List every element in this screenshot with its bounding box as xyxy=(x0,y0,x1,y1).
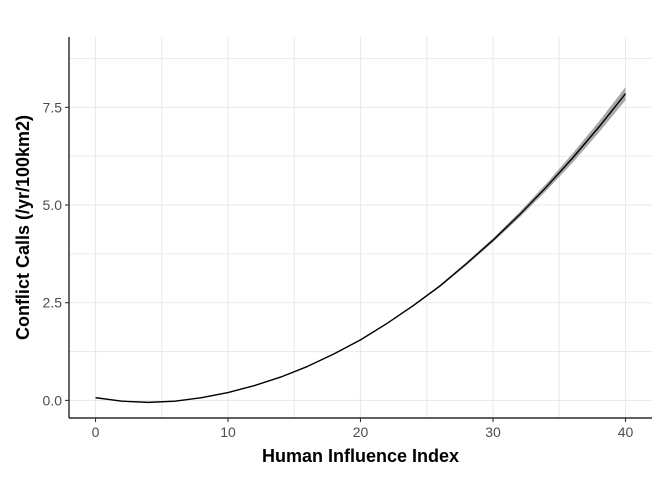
y-tick-label: 5.0 xyxy=(43,197,63,213)
y-tick-label: 2.5 xyxy=(43,295,63,311)
y-tick-label: 0.0 xyxy=(43,392,63,408)
x-tick-label: 10 xyxy=(220,424,236,440)
y-tick-label: 7.5 xyxy=(43,99,63,115)
grid xyxy=(69,37,652,418)
x-tick-label: 40 xyxy=(618,424,634,440)
x-axis-title: Human Influence Index xyxy=(262,446,459,466)
ticks: 0 10 20 30 40 0.0 2.5 5.0 7.5 xyxy=(43,99,634,440)
y-axis-title: Conflict Calls (/yr/100km2) xyxy=(13,115,33,340)
fit-lines xyxy=(95,93,627,404)
x-tick-label: 30 xyxy=(485,424,501,440)
x-tick-label: 0 xyxy=(92,424,100,440)
fit-line xyxy=(95,93,627,404)
x-tick-label: 20 xyxy=(353,424,369,440)
